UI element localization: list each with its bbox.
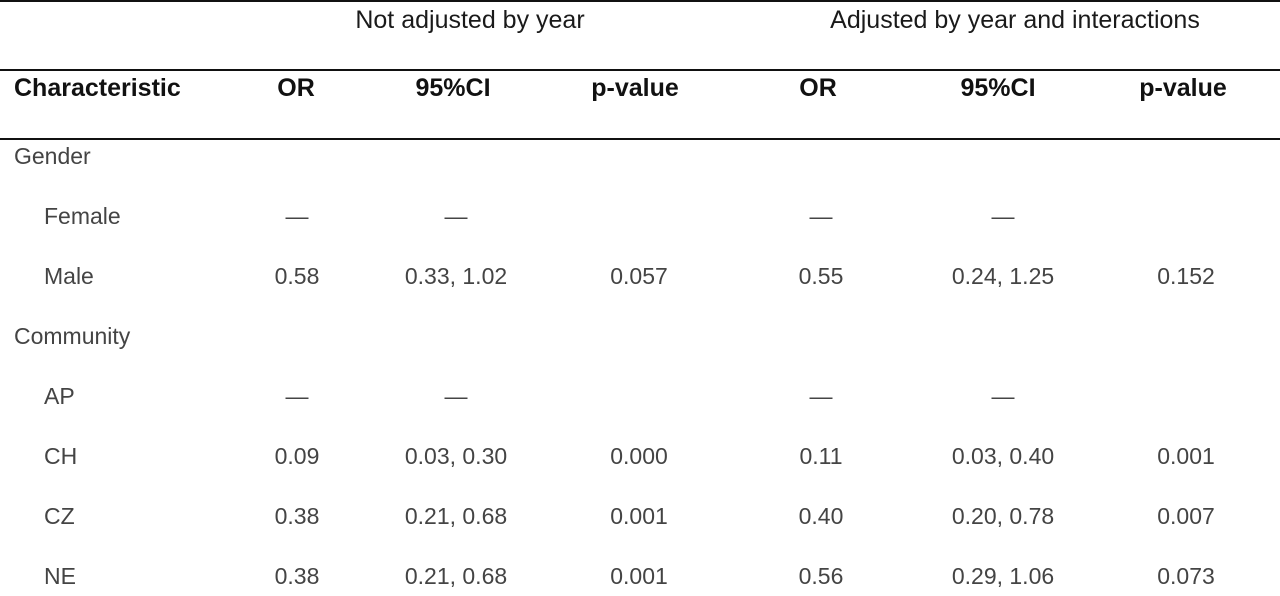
table-cell: — — [809, 203, 833, 229]
table-cell: 0.09 — [274, 443, 320, 469]
table-cell: 0.073 — [1157, 563, 1215, 589]
table-cell: 0.58 — [274, 263, 320, 289]
table-cell: 0.03, 0.40 — [951, 443, 1055, 469]
table-row: Female — — — — — [0, 196, 1280, 236]
table-cell: 0.11 — [799, 443, 843, 469]
table-cell: 0.21, 0.68 — [404, 563, 508, 589]
row-label: CZ — [44, 503, 75, 529]
table-cell: — — [444, 203, 468, 229]
table-cell: 0.000 — [610, 443, 668, 469]
table-cell: 0.03, 0.30 — [404, 443, 508, 469]
table-cell: 0.152 — [1157, 263, 1215, 289]
table-cell: 0.29, 1.06 — [951, 563, 1055, 589]
row-group-label: Gender — [14, 143, 91, 169]
row-label: AP — [44, 383, 75, 409]
table-cell: — — [991, 203, 1015, 229]
table-row: Community — [0, 316, 1280, 356]
column-header-pvalue-adjusted: p-value — [1139, 74, 1227, 102]
table-row: Gender — [0, 136, 1280, 176]
table-cell: 0.56 — [798, 563, 844, 589]
table-cell: 0.40 — [798, 503, 844, 529]
column-header-ci-adjusted: 95%CI — [960, 74, 1036, 102]
table-cell: 0.55 — [798, 263, 844, 289]
table-cell: — — [991, 383, 1015, 409]
table-cell: — — [285, 383, 309, 409]
table-cell: 0.33, 1.02 — [404, 263, 508, 289]
row-label: CH — [44, 443, 78, 469]
table-row: NE 0.38 0.21, 0.68 0.001 0.56 0.29, 1.06 0.073 — [0, 556, 1280, 596]
row-label: NE — [44, 563, 76, 589]
table-cell: — — [444, 383, 468, 409]
row-label: Female — [44, 203, 121, 229]
column-header-rule — [0, 138, 1280, 140]
group-header-not-adjusted: Not adjusted by year — [355, 6, 585, 34]
table-cell: 0.007 — [1157, 503, 1215, 529]
table-row: AP — — — — — [0, 376, 1280, 416]
group-header-adjusted: Adjusted by year and interactions — [830, 6, 1200, 34]
table-cell: — — [285, 203, 309, 229]
table-cell: 0.001 — [610, 563, 668, 589]
column-header-characteristic: Characteristic — [14, 74, 181, 102]
row-label: Male — [44, 263, 94, 289]
column-header-or-adjusted: OR — [799, 74, 837, 102]
column-header-ci-unadjusted: 95%CI — [415, 74, 491, 102]
table-cell: 0.21, 0.68 — [404, 503, 508, 529]
table-row: CH 0.09 0.03, 0.30 0.000 0.11 0.03, 0.40 0.001 — [0, 436, 1280, 476]
table-row: Male 0.58 0.33, 1.02 0.057 0.55 0.24, 1.25 0.1… — [0, 256, 1280, 296]
table-cell: 0.20, 0.78 — [951, 503, 1055, 529]
table-cell: 0.057 — [610, 263, 668, 289]
table-cell: 0.24, 1.25 — [951, 263, 1055, 289]
top-rule — [0, 0, 1280, 2]
column-header-or-unadjusted: OR — [277, 74, 315, 102]
table-cell: — — [809, 383, 833, 409]
row-group-label: Community — [14, 323, 131, 349]
table-row: CZ 0.38 0.21, 0.68 0.001 0.40 0.20, 0.78 0.007 — [0, 496, 1280, 536]
column-header-pvalue-unadjusted: p-value — [591, 74, 679, 102]
group-header-rule — [0, 69, 1280, 71]
table-cell: 0.38 — [274, 503, 320, 529]
table-cell: 0.001 — [1157, 443, 1215, 469]
table-cell: 0.001 — [610, 503, 668, 529]
table-cell: 0.38 — [274, 563, 320, 589]
